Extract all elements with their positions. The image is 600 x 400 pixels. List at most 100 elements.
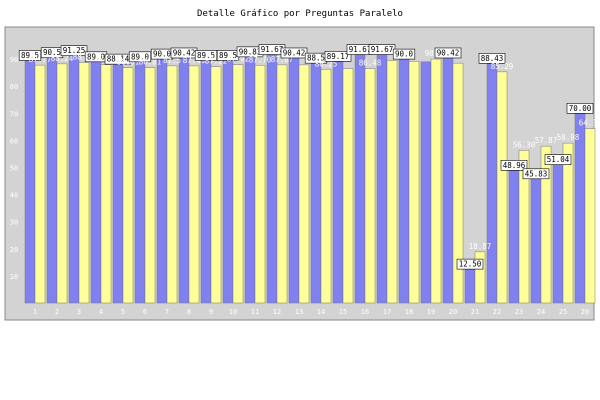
bar-series-1 <box>200 60 212 304</box>
x-tick-label: 6 <box>143 308 147 316</box>
bar-series-2 <box>232 64 244 304</box>
bar-series-2 <box>276 64 288 304</box>
data-label: 86.81 <box>139 58 162 67</box>
data-label: 64.34 <box>579 119 600 128</box>
y-tick-label: 90 <box>10 56 18 64</box>
bar-series-1 <box>420 61 432 304</box>
bar-series-2 <box>144 67 156 304</box>
bar-series-2 <box>78 62 90 304</box>
data-label: 57.87 <box>535 136 558 145</box>
data-label: 85.29 <box>491 62 514 71</box>
x-tick-label: 20 <box>449 308 457 316</box>
bar-series-2 <box>298 64 310 304</box>
y-tick-label: 70 <box>10 110 18 118</box>
data-label: 86.48 <box>359 59 382 68</box>
bar-series-1 <box>222 60 234 304</box>
bar-series-2 <box>122 67 134 304</box>
data-label: 89.5 <box>21 51 39 60</box>
bar-series-1 <box>398 58 410 304</box>
data-label: 87.49 <box>183 56 206 65</box>
y-tick-label: 30 <box>10 219 18 227</box>
data-label: 90.42 <box>437 48 460 57</box>
x-tick-label: 21 <box>471 308 479 316</box>
bar-series-1 <box>46 57 58 304</box>
data-label: 91.67 <box>261 45 284 54</box>
bar-series-2 <box>386 60 398 304</box>
bar-series-1 <box>552 164 564 304</box>
data-label: 18.87 <box>469 242 492 251</box>
bar-series-2 <box>166 65 178 304</box>
data-label: 87.77 <box>29 55 52 64</box>
bar-series-2 <box>254 65 266 304</box>
bar-series-1 <box>112 63 124 304</box>
bar-series-2 <box>584 128 596 304</box>
y-tick-label: 40 <box>10 192 18 200</box>
bar-series-1 <box>24 60 36 304</box>
bar-series-1 <box>442 57 454 304</box>
x-tick-label: 3 <box>77 308 81 316</box>
y-tick-label: 80 <box>10 83 18 91</box>
chart-title: Detalle Gráfico por Preguntas Paralelo <box>197 9 403 19</box>
data-label: 91.67 <box>371 45 394 54</box>
data-label-box <box>60 45 88 57</box>
data-label: 86.81 <box>117 58 140 67</box>
data-label: 12.50 <box>459 260 482 269</box>
x-tick-label: 19 <box>427 308 435 316</box>
bar-series-2 <box>408 61 420 304</box>
data-label: 58.98 <box>557 133 580 142</box>
x-tick-label: 12 <box>273 308 281 316</box>
x-tick-label: 14 <box>317 308 325 316</box>
data-label-box <box>194 50 218 61</box>
bar-series-2 <box>56 63 68 304</box>
bar-series-1 <box>134 61 146 304</box>
bar-series-2 <box>452 62 464 304</box>
bar-series-1 <box>178 57 190 304</box>
bar-series-2 <box>496 71 508 304</box>
data-label: 90.0 <box>153 50 172 59</box>
x-tick-label: 18 <box>405 308 413 316</box>
x-tick-label: 24 <box>537 308 545 316</box>
y-tick-label: 60 <box>10 137 18 145</box>
bar-series-1 <box>266 54 278 304</box>
bar-series-1 <box>464 268 476 304</box>
data-label: 86.25 <box>315 59 338 68</box>
bar-series-1 <box>288 57 300 304</box>
bar-series-2 <box>518 150 530 304</box>
bar-series-2 <box>320 69 332 304</box>
data-label: 91.25 <box>63 46 86 55</box>
data-label: 56.30 <box>513 140 536 149</box>
data-label-box <box>478 53 506 64</box>
data-label: 88.24 <box>51 54 74 63</box>
data-label: 89.0 <box>87 52 106 61</box>
data-label-box <box>324 51 352 62</box>
bar-series-2 <box>100 64 112 304</box>
data-label: 87.22 <box>205 57 228 66</box>
x-tick-label: 23 <box>515 308 523 316</box>
data-label: 48.96 <box>503 161 526 170</box>
data-label: 87.70 <box>249 55 272 64</box>
data-label: 87.87 <box>271 55 294 64</box>
data-label: 89.5 <box>219 51 237 60</box>
data-label: 90.5 <box>43 48 61 57</box>
data-label: 89.17 <box>327 52 350 61</box>
x-tick-label: 17 <box>383 308 391 316</box>
data-label-box <box>544 154 572 165</box>
data-label: 51.04 <box>547 155 570 164</box>
x-tick-label: 2 <box>55 308 59 316</box>
x-tick-label: 5 <box>121 308 125 316</box>
data-label: 88.73 <box>73 53 96 62</box>
bar-series-1 <box>332 61 344 304</box>
data-label: 90.0 <box>395 50 414 59</box>
bar-series-1 <box>68 55 80 304</box>
bar-series-2 <box>540 145 552 304</box>
data-label: 89.5 <box>197 51 215 60</box>
bar-series-2 <box>474 251 486 304</box>
x-tick-label: 8 <box>187 308 191 316</box>
data-label-box <box>18 50 42 61</box>
bar-series-1 <box>530 178 542 304</box>
data-label: 88.43 <box>481 54 504 63</box>
bar-series-2 <box>188 65 200 304</box>
bar-series-2 <box>430 58 442 304</box>
data-label-box <box>456 258 484 270</box>
